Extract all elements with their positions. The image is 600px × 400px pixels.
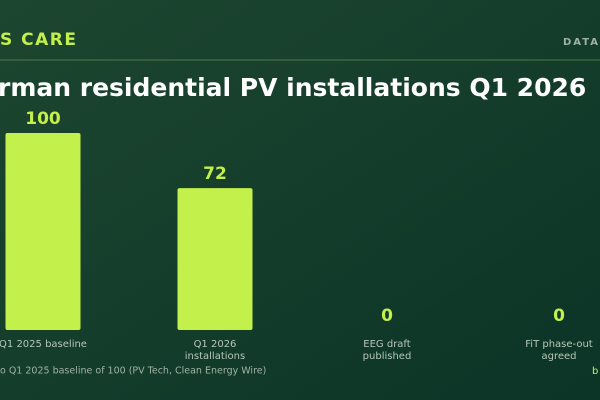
category-label: EEG draft xyxy=(363,339,410,350)
chart-title: rman residential PV installations Q1 202… xyxy=(0,73,586,102)
category-label: installations xyxy=(185,351,245,362)
category-label: published xyxy=(363,351,412,362)
bar xyxy=(5,133,81,330)
category-label: Q1 2026 xyxy=(194,339,237,350)
section-label: DATA xyxy=(563,37,600,48)
value-label: 0 xyxy=(381,306,393,326)
value-label: 0 xyxy=(553,306,565,326)
value-label: 72 xyxy=(203,164,227,184)
category-label: agreed xyxy=(541,351,576,362)
category-label: FiT phase-out xyxy=(525,339,593,350)
footer-tag: b xyxy=(592,366,598,377)
value-label: 100 xyxy=(25,109,61,129)
bar xyxy=(177,188,253,330)
category-label: Q1 2025 baseline xyxy=(0,339,87,350)
source-note: o Q1 2025 baseline of 100 (PV Tech, Clea… xyxy=(0,366,266,377)
brand: S CARE xyxy=(0,30,78,50)
